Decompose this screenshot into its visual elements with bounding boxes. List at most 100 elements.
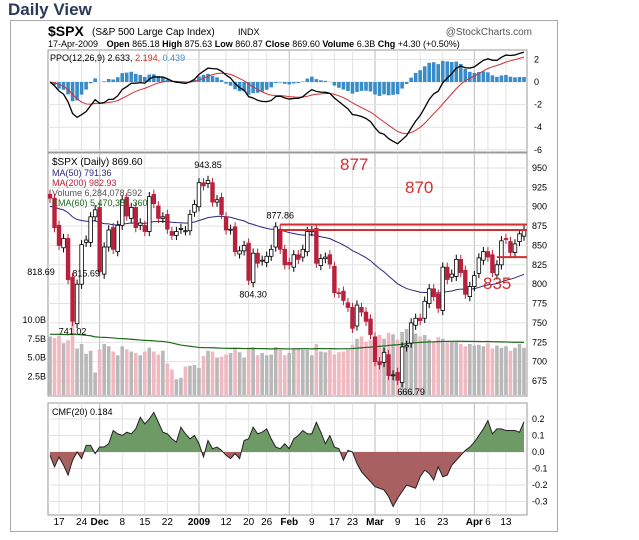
x-tick-label: 20: [243, 517, 255, 528]
ppo-histogram-bar: [129, 71, 134, 82]
candle-up: [187, 214, 193, 232]
ppo-histogram-bar: [242, 82, 246, 92]
ppo-histogram-bar: [332, 82, 337, 86]
ppo-hist: 0.439: [163, 53, 186, 63]
candle-down: [363, 311, 369, 322]
x-tick-label: 8: [119, 517, 125, 528]
candle-up: [241, 245, 247, 252]
candle-down: [327, 254, 333, 265]
ppo-histogram-bar: [513, 77, 517, 82]
candle-up: [264, 255, 269, 263]
date: 17-Apr-2009: [48, 39, 98, 49]
ppo-histogram-bar: [463, 68, 468, 82]
symbol-name: (S&P 500 Large Cap Index): [92, 27, 215, 38]
ppo-histogram-bar: [115, 77, 120, 82]
volume-bar: [282, 355, 287, 395]
candle-down: [463, 269, 468, 295]
ppo-histogram-bar: [495, 76, 499, 82]
x-tick-label: Feb: [280, 517, 298, 528]
candle-up: [106, 229, 111, 248]
volume-bar: [197, 368, 201, 395]
candle-down: [336, 292, 342, 295]
candle-up: [79, 244, 84, 285]
ppo-histogram-bar: [79, 82, 84, 95]
volume-bar: [508, 350, 513, 395]
volume-bar: [260, 353, 264, 395]
volume-bar: [165, 363, 170, 395]
candle-down: [111, 227, 116, 250]
high: 875.63: [185, 39, 213, 49]
price-tick-label: 725: [532, 337, 547, 347]
volume-bar: [513, 347, 517, 395]
candle-up: [237, 250, 242, 255]
ppo-histogram-bar: [486, 72, 490, 82]
candle-up: [259, 259, 265, 262]
volume-bar: [242, 357, 246, 395]
ppo-histogram-bar: [386, 82, 391, 96]
x-tick-label: 22: [162, 517, 174, 528]
ppo-histogram-bar: [449, 61, 454, 82]
volume-bar: [346, 350, 350, 395]
page-title: Daily View: [8, 0, 92, 19]
ppo-signal: 2.194,: [135, 53, 160, 63]
volume: 6.3B: [357, 39, 376, 49]
ppo-histogram-bar: [111, 79, 115, 82]
ppo-histogram-bar: [278, 82, 283, 83]
volume-bar: [106, 346, 111, 395]
ppo-tick-label: -4: [534, 122, 542, 132]
x-tick-label: 9: [309, 517, 315, 528]
volume-bar: [431, 341, 436, 395]
volume-bar: [111, 351, 115, 395]
volume-bar: [255, 355, 260, 395]
ppo-histogram-bar: [314, 79, 319, 82]
open-label: Open: [107, 39, 130, 49]
ppo-histogram-bar: [156, 75, 161, 82]
volume-bar: [192, 365, 197, 395]
candle-up: [192, 204, 197, 213]
ppo-legend: PPO(12,26,9) 2.633, 2.194, 0.439: [50, 53, 185, 63]
ma50-line: [49, 205, 525, 294]
candle-up: [273, 226, 278, 248]
low-label: Low: [215, 39, 234, 49]
volume-bar: [66, 340, 70, 395]
volume-bar: [291, 348, 296, 395]
candle-up: [467, 286, 473, 297]
ppo-histogram-bar: [75, 82, 79, 101]
ppo-histogram-bar: [418, 70, 422, 82]
quote-line: 17-Apr-2009 Open 865.18 High 875.63 Low …: [48, 39, 460, 49]
ppo-histogram-bar: [93, 78, 97, 82]
volume-bar: [449, 341, 454, 395]
x-tick-label: 9: [395, 517, 401, 528]
ppo-histogram-bar: [133, 73, 138, 82]
candle-up: [174, 231, 179, 236]
cmf-tick-label: 0.0: [532, 447, 545, 457]
volume-bar: [84, 353, 88, 395]
ppo-histogram-bar: [70, 82, 75, 102]
volume-bar: [301, 350, 305, 395]
candle-up: [472, 275, 477, 287]
volume-bar: [409, 327, 413, 395]
ppo-histogram-bar: [431, 62, 436, 82]
candle-down: [508, 241, 513, 253]
ppo-histogram-bar: [120, 73, 125, 82]
volume-bar: [445, 342, 450, 395]
ppo-histogram-bar: [84, 82, 88, 90]
price-tick-label: 800: [532, 279, 547, 289]
candle-up: [381, 351, 387, 363]
candle-down: [142, 224, 147, 232]
volume-bar: [440, 338, 445, 395]
cmf-positive-area: [50, 412, 524, 452]
volume-bar: [61, 343, 66, 395]
volume-bar: [246, 348, 251, 395]
price-tick-label: 925: [532, 182, 547, 192]
volume-bar: [454, 341, 459, 395]
candle-up: [354, 304, 360, 327]
volume-bar: [337, 352, 341, 395]
ppo-histogram-bar: [143, 76, 147, 82]
close-label: Close: [265, 39, 290, 49]
volume-bar: [517, 344, 522, 395]
volume-bar: [404, 329, 409, 395]
cmf-tick-label: -0.2: [532, 480, 548, 490]
candle-down: [395, 372, 400, 381]
candle-down: [151, 193, 157, 205]
